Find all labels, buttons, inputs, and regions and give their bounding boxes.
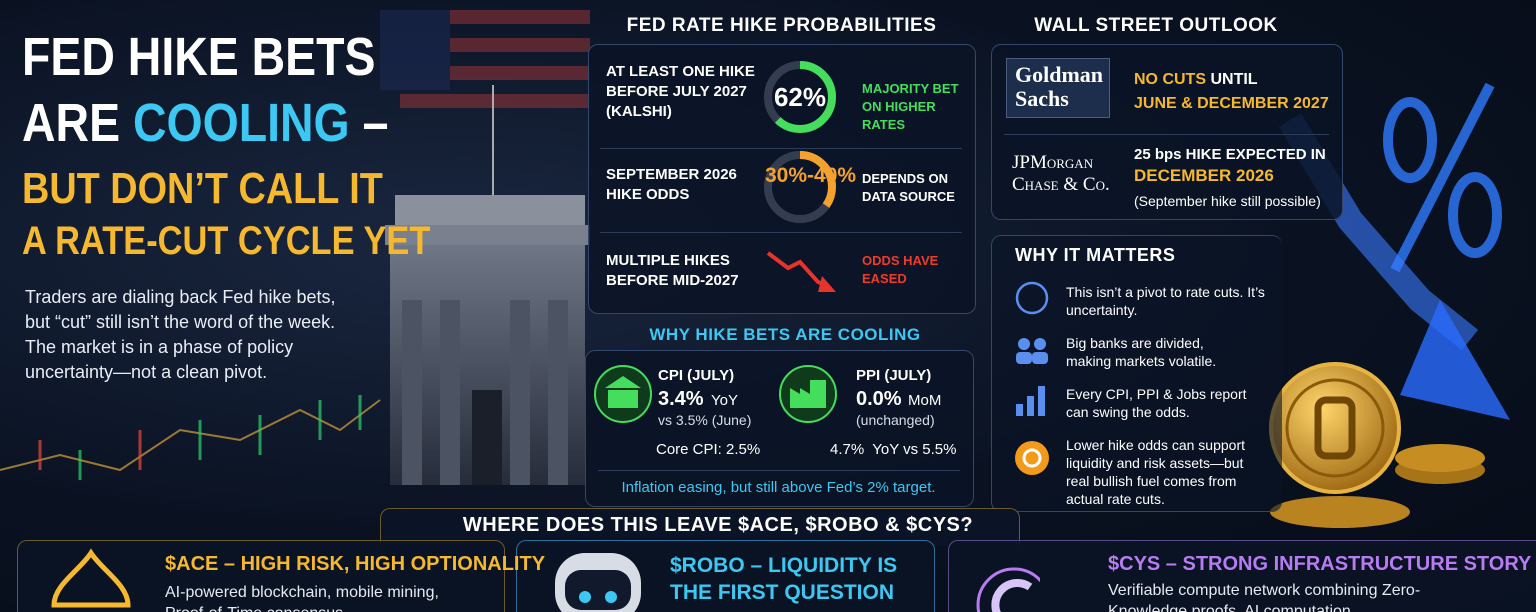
cpi-compare: vs 3.5% (June) bbox=[658, 412, 752, 428]
ppi-compare: (unchanged) bbox=[856, 412, 935, 428]
intro: Traders are dialing back Fed hike bets, … bbox=[25, 287, 336, 382]
prob-value: 30%-40% bbox=[765, 164, 857, 187]
title-line: BUT DON’T CALL IT bbox=[22, 164, 383, 213]
title-line: ARE COOLING – bbox=[22, 94, 388, 152]
cooling-footer: Inflation easing, but still above Fed’s … bbox=[621, 479, 936, 496]
prob-note: MAJORITY BET ON HIGHER RATES bbox=[862, 81, 959, 132]
goldman-view: NO CUTS UNTIL JUNE & DECEMBER 2027 bbox=[1134, 68, 1334, 116]
jpm-date: DECEMBER 2026 bbox=[1134, 166, 1274, 185]
goldman-logo: Goldman Sachs bbox=[1006, 58, 1110, 118]
section-heading: WALL STREET OUTLOOK bbox=[1034, 15, 1278, 36]
cys-card bbox=[948, 540, 1536, 612]
card-text: Verifiable compute network combining Zer… bbox=[1108, 582, 1421, 612]
bottom-heading-bar bbox=[380, 508, 1020, 545]
goldman-emphasis: NO CUTS bbox=[1134, 71, 1206, 88]
card-icons bbox=[51, 548, 1040, 612]
cpi-unit: YoY bbox=[711, 392, 738, 409]
gauges bbox=[764, 61, 836, 292]
cpi-core: Core CPI: 2.5% bbox=[656, 441, 761, 458]
prob-label: MULTIPLE HIKES BEFORE MID-2027 bbox=[606, 252, 739, 289]
card-title: $ROBO – LIQUIDITY IS THE FIRST QUESTION bbox=[670, 554, 898, 604]
cooling-panel bbox=[585, 350, 974, 507]
goldman-dates: JUNE & DECEMBER 2027 bbox=[1134, 95, 1329, 112]
matters-item: Big banks are divided, making markets vo… bbox=[1066, 335, 1217, 369]
bottom-heading: WHERE DOES THIS LEAVE $ACE, $ROBO & $CYS… bbox=[462, 514, 974, 536]
title-dash: – bbox=[362, 93, 389, 153]
section-heading: FED RATE HIKE PROBABILITIES bbox=[626, 15, 937, 36]
section-heading: WHY HIKE BETS ARE COOLING bbox=[649, 325, 921, 344]
cpi-value: 3.4% bbox=[658, 388, 704, 410]
card-text: AI-powered blockchain, mobile mining, Pr… bbox=[165, 584, 439, 612]
ace-card bbox=[17, 540, 505, 612]
prob-value: 62% bbox=[773, 82, 827, 112]
title-word: ARE bbox=[22, 93, 121, 153]
jpm-text: 25 bps HIKE EXPECTED IN bbox=[1134, 146, 1326, 163]
matters-icons bbox=[1015, 281, 1049, 475]
prob-label: AT LEAST ONE HIKE BEFORE JULY 2027 (KALS… bbox=[606, 63, 755, 120]
ppi-value: 0.0% bbox=[856, 388, 902, 410]
matters-item: This isn’t a pivot to rate cuts. It’s un… bbox=[1066, 284, 1265, 318]
prob-label: SEPTEMBER 2026 HIKE ODDS bbox=[606, 166, 737, 203]
ppi-unit: MoM bbox=[908, 392, 942, 409]
goldman-text: UNTIL bbox=[1210, 71, 1258, 88]
title-highlight: COOLING bbox=[132, 93, 350, 153]
title-line: FED HIKE BETS bbox=[22, 27, 376, 87]
card-title: $ACE – HIGH RISK, HIGH OPTIONALITY bbox=[165, 553, 546, 575]
jpm-logo: JPMorgan Chase & Co. bbox=[1012, 152, 1110, 195]
card-title: $CYS – STRONG INFRASTRUCTURE STORY bbox=[1108, 553, 1532, 575]
cpi-title: CPI (JULY) bbox=[658, 367, 735, 384]
probabilities-panel bbox=[588, 44, 976, 314]
ppi-yoy: 4.7% YoY vs 5.5% bbox=[830, 441, 957, 458]
prob-note: ODDS HAVE EASED bbox=[862, 253, 939, 286]
section-heading: WHY IT MATTERS bbox=[1015, 245, 1176, 265]
prob-note: DEPENDS ON DATA SOURCE bbox=[862, 171, 955, 204]
ppi-title: PPI (JULY) bbox=[856, 367, 932, 384]
matters-item: Lower hike odds can support liquidity an… bbox=[1066, 437, 1245, 507]
matters-item: Every CPI, PPI & Jobs report can swing t… bbox=[1066, 386, 1247, 420]
title-line: A RATE-CUT CYCLE YET bbox=[22, 219, 431, 263]
cooling-icons bbox=[594, 365, 837, 423]
jpm-note: (September hike still possible) bbox=[1134, 193, 1321, 209]
